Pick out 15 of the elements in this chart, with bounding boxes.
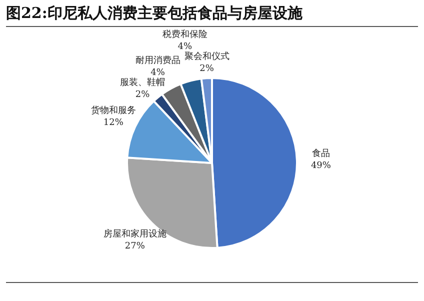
data-label: 4% <box>178 42 192 52</box>
slice-label: 耐用消费品 <box>135 54 180 66</box>
data-label: 12% <box>103 118 124 128</box>
slice-label: 货物和服务 <box>90 104 136 116</box>
slice-label: 服装、鞋帽 <box>120 76 166 88</box>
data-label: 49% <box>310 160 332 171</box>
slice-label: 食品 <box>312 148 330 159</box>
slice-label: 聚会和仪式 <box>184 50 230 62</box>
data-label: 27% <box>124 241 146 252</box>
data-label: 2% <box>200 64 214 74</box>
chart-title: 图22:印尼私人消费主要包括食品与房屋设施 <box>6 4 418 27</box>
data-label: 4% <box>150 68 166 78</box>
slice-label: 房屋和家用设施 <box>103 228 166 240</box>
data-label: 2% <box>135 90 150 100</box>
slice-label: 税费和保险 <box>162 28 208 40</box>
